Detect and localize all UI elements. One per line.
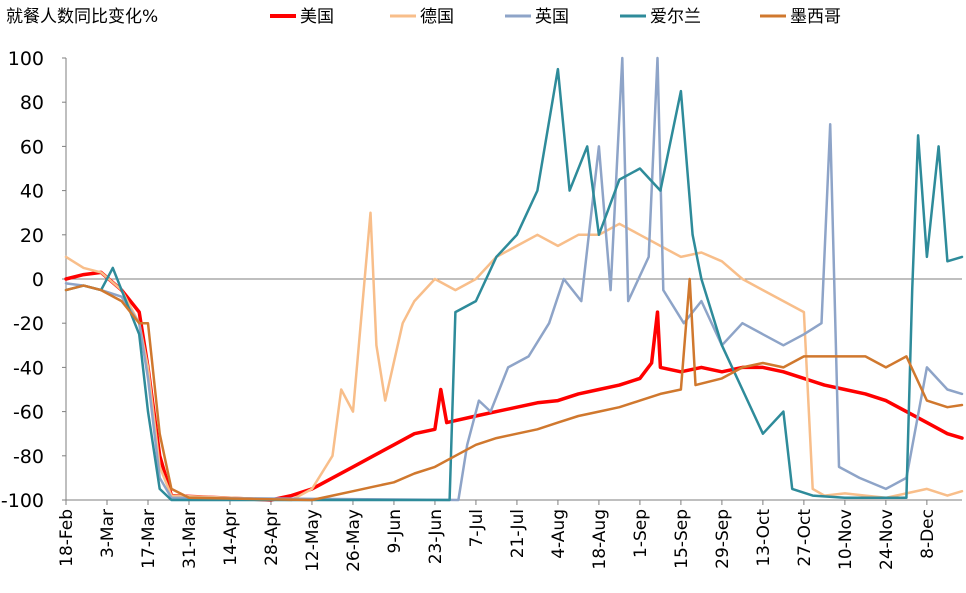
series-line-mexico <box>64 277 964 502</box>
y-tick-label: 0 <box>32 269 44 291</box>
legend-label-germany: 德国 <box>420 7 454 27</box>
x-axis-tick-labels: 18-Feb 3-Mar 17-Mar 31-Mar 14-Apr 28-Apr 12-Ma… <box>57 500 938 572</box>
legend: 美国 德国 英国 爱尔兰 墨西哥 <box>270 7 841 27</box>
x-tick-label: 18-Feb <box>57 509 77 567</box>
x-tick-label: 15-Sep <box>672 509 692 569</box>
legend-label-mexico: 墨西哥 <box>790 7 841 27</box>
x-tick-label: 28-Apr <box>262 509 282 566</box>
x-tick-label: 3-Mar <box>98 509 118 558</box>
x-tick-label: 9-Jun <box>385 509 405 553</box>
y-tick-label: -100 <box>1 490 44 512</box>
series-line-uk <box>64 56 964 502</box>
x-tick-label: 18-Aug <box>590 509 610 570</box>
y-tick-label: -20 <box>13 313 44 335</box>
y-tick-label: -40 <box>13 357 44 379</box>
x-tick-label: 7-Jul <box>467 509 487 547</box>
legend-label-us: 美国 <box>300 7 334 27</box>
x-tick-label: 13-Oct <box>754 509 774 567</box>
x-tick-label: 31-Mar <box>180 509 200 569</box>
x-tick-label: 14-Apr <box>221 509 241 566</box>
y-tick-label: 60 <box>20 136 44 158</box>
x-tick-label: 8-Dec <box>918 509 938 559</box>
y-tick-label: 80 <box>20 92 44 114</box>
y-tick-label: 100 <box>8 48 44 70</box>
x-tick-label: 23-Jun <box>426 509 446 564</box>
y-axis-tick-labels: 100 80 60 40 20 0 -20 -40 -60 -80 -100 <box>1 48 66 512</box>
y-tick-label: 20 <box>20 225 44 247</box>
x-tick-label: 1-Sep <box>631 509 651 558</box>
x-tick-label: 17-Mar <box>139 509 159 569</box>
x-tick-label: 29-Sep <box>713 509 733 569</box>
series-line-ireland <box>64 67 964 502</box>
series-line-us <box>64 270 964 502</box>
chart-title: 就餐人数同比变化% <box>6 7 158 27</box>
x-tick-label: 24-Nov <box>877 509 897 570</box>
x-tick-label: 12-May <box>303 509 323 572</box>
legend-label-uk: 英国 <box>535 7 569 27</box>
y-tick-label: -60 <box>13 402 44 424</box>
x-tick-label: 21-Jul <box>508 509 528 558</box>
x-tick-label: 4-Aug <box>549 509 569 559</box>
y-tick-label: -80 <box>13 446 44 468</box>
x-tick-label: 10-Nov <box>836 509 856 570</box>
series-lines <box>64 56 964 502</box>
x-tick-label: 26-May <box>344 509 364 572</box>
legend-label-ireland: 爱尔兰 <box>650 7 701 27</box>
y-tick-label: 40 <box>20 181 44 203</box>
x-tick-label: 27-Oct <box>795 509 815 567</box>
